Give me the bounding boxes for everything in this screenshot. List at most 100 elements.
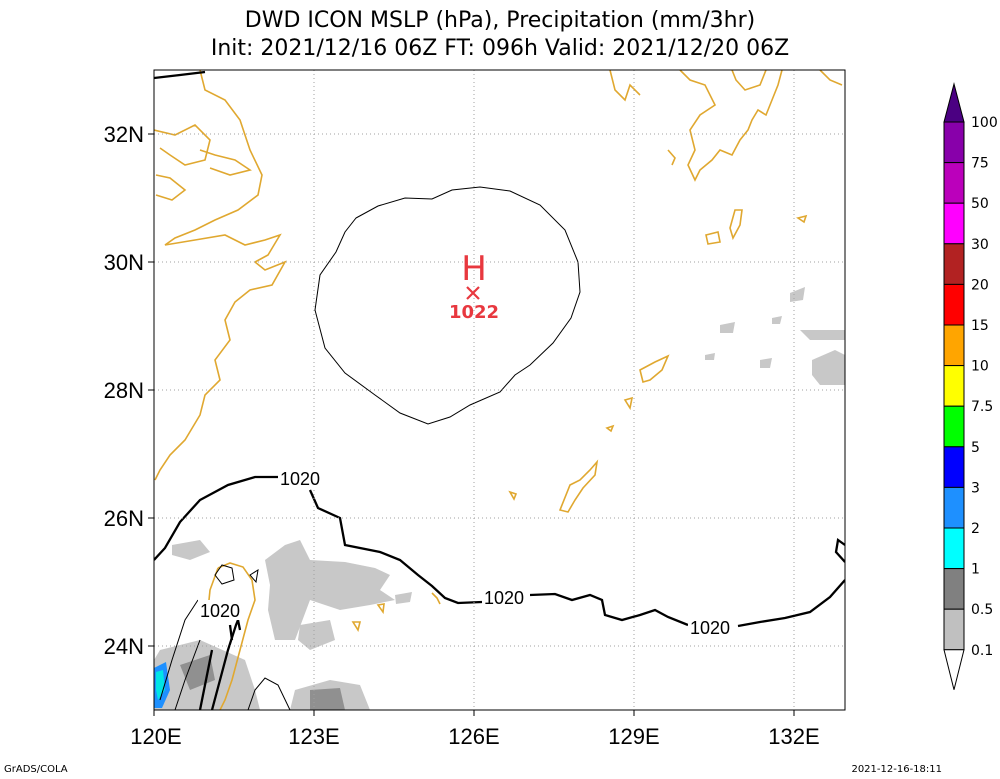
colorbar-swatch <box>943 527 965 570</box>
coastline <box>639 354 670 383</box>
latitude-labels: 32N 30N 28N 26N 24N <box>104 122 144 659</box>
colorbar-label: 0.5 <box>971 602 993 618</box>
coastline <box>609 70 641 102</box>
grid <box>154 70 845 710</box>
colorbar-swatch <box>943 162 965 204</box>
coastline <box>623 396 634 411</box>
coastline <box>217 562 256 710</box>
isobar <box>247 677 291 710</box>
isobar-1020 <box>308 489 483 605</box>
coastline <box>729 209 743 241</box>
lon-label: 126E <box>448 724 499 749</box>
colorbar-label: 15 <box>971 318 989 334</box>
map-title-line2: Init: 2021/12/16 06Z FT: 096h Valid: 202… <box>210 36 790 61</box>
colorbar-label: 10 <box>971 359 989 375</box>
isobar <box>174 639 201 710</box>
high-pressure-symbol: H <box>461 249 487 289</box>
colorbar-label: 5 <box>971 440 980 456</box>
axis-ticks <box>148 133 795 716</box>
colorbar-swatch <box>943 283 965 326</box>
isobar-label: 1020 <box>484 588 524 608</box>
coastline <box>796 214 808 224</box>
lon-label: 123E <box>288 724 339 749</box>
colorbar-label: 3 <box>971 480 980 496</box>
isobar <box>159 599 199 701</box>
colorbar-legend: 100 75 50 30 20 15 10 7.5 5 3 2 1 0.5 0.1 <box>943 82 998 690</box>
coastline-layer <box>154 70 843 710</box>
colorbar-label: 7.5 <box>971 399 993 415</box>
colorbar-top-arrow <box>943 82 965 123</box>
coastline <box>351 621 362 633</box>
lat-label: 32N <box>104 122 144 147</box>
coastline <box>154 124 211 166</box>
isobar <box>214 564 235 585</box>
precip-area <box>265 540 395 640</box>
coastline <box>667 149 676 166</box>
footer-timestamp: 2021-12-16-18:11 <box>851 764 942 775</box>
precip-area <box>310 688 345 710</box>
isobar-1020 <box>834 537 845 563</box>
precip-area <box>790 287 805 302</box>
precip-area <box>395 592 412 604</box>
colorbar-label: 30 <box>971 237 989 253</box>
coastline <box>155 174 187 201</box>
precip-area <box>812 350 845 385</box>
coastline <box>679 70 783 182</box>
colorbar-swatch <box>943 121 965 164</box>
colorbar-swatch <box>943 446 965 488</box>
colorbar-swatch <box>943 405 965 448</box>
coastline <box>705 231 721 245</box>
lon-label: 120E <box>130 724 181 749</box>
isobar-1020 <box>529 592 689 627</box>
lon-label: 132E <box>768 724 819 749</box>
colorbar-label: 50 <box>971 196 989 212</box>
isobar-1020 <box>154 475 280 561</box>
coastline <box>199 149 252 176</box>
lat-label: 28N <box>104 378 144 403</box>
colorbar-swatch <box>943 324 965 367</box>
precip-area <box>720 322 735 333</box>
precipitation-layer <box>154 287 845 710</box>
coastline <box>558 459 599 513</box>
coastline <box>376 603 385 615</box>
high-pressure-center: H 1022 <box>449 249 499 323</box>
lon-label: 129E <box>608 724 659 749</box>
precip-area <box>772 316 782 324</box>
isobar-1022 <box>314 186 581 425</box>
colorbar-label: 2 <box>971 521 980 537</box>
colorbar-swatch <box>943 568 965 610</box>
longitude-labels: 120E 123E 126E 129E 132E <box>130 724 819 749</box>
isobar-1020 <box>198 649 214 710</box>
central-pressure-value: 1022 <box>449 302 499 323</box>
coastline <box>731 70 767 91</box>
colorbar-swatch <box>943 202 965 245</box>
colorbar-swatch <box>943 486 965 529</box>
coastline <box>605 424 615 433</box>
coastline <box>819 70 843 86</box>
coastline <box>154 70 287 481</box>
precip-area <box>760 358 772 368</box>
colorbar-label: 100 <box>971 115 998 131</box>
map-title-line1: DWD ICON MSLP (hPa), Precipitation (mm/3… <box>244 8 756 33</box>
isobar <box>249 568 259 584</box>
lat-label: 30N <box>104 250 144 275</box>
precip-area <box>705 353 715 360</box>
colorbar-label: 75 <box>971 156 989 172</box>
isobar-1020 <box>737 579 845 628</box>
lat-label: 24N <box>104 634 144 659</box>
isobar-label-layer: 1020 1020 1020 1020 <box>198 467 736 638</box>
isobar-1020 <box>228 619 242 641</box>
colorbar-bottom-arrow <box>943 649 965 690</box>
footer-credit: GrADS/COLA <box>4 764 68 775</box>
lat-label: 26N <box>104 506 144 531</box>
coastline <box>508 490 518 501</box>
precip-area <box>298 620 335 650</box>
colorbar-label: 20 <box>971 277 989 293</box>
isobar-label: 1020 <box>280 469 320 489</box>
colorbar-swatch <box>943 365 965 407</box>
isobar-1020 <box>154 70 206 80</box>
precip-area <box>800 330 845 340</box>
colorbar-label: 0.1 <box>971 643 993 659</box>
colorbar-swatch <box>943 243 965 285</box>
